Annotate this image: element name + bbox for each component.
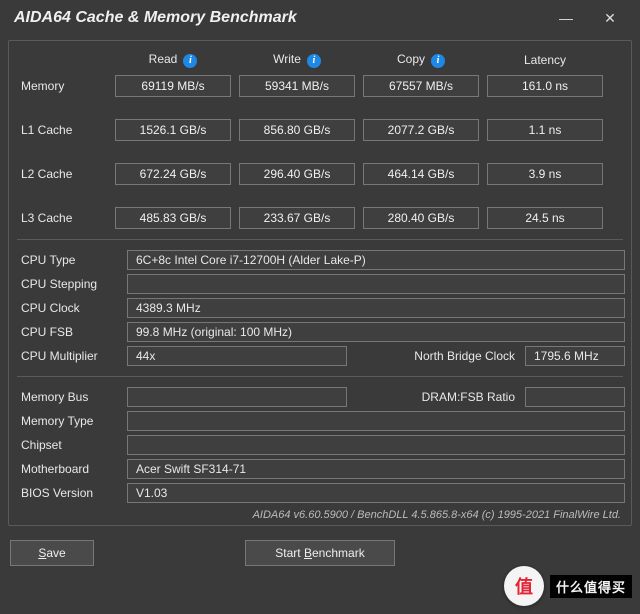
memory-latency[interactable]: 161.0 ns — [487, 75, 603, 97]
nb-clock-value: 1795.6 MHz — [525, 346, 625, 366]
mem-type-value — [127, 411, 625, 431]
cpu-mult-row: CPU Multiplier 44x North Bridge Clock 17… — [15, 344, 625, 368]
save-button[interactable]: Save — [10, 540, 94, 566]
field-label: BIOS Version — [15, 486, 127, 500]
field-label: Motherboard — [15, 462, 127, 476]
divider — [17, 376, 623, 377]
cpu-clock-value: 4389.3 MHz — [127, 298, 625, 318]
memory-copy[interactable]: 67557 MB/s — [363, 75, 479, 97]
l2-copy[interactable]: 464.14 GB/s — [363, 163, 479, 185]
l3-read[interactable]: 485.83 GB/s — [115, 207, 231, 229]
cpu-fsb-value: 99.8 MHz (original: 100 MHz) — [127, 322, 625, 342]
cpu-stepping-row: CPU Stepping — [15, 272, 625, 296]
mem-bus-row: Memory Bus DRAM:FSB Ratio — [15, 385, 625, 409]
memory-row: Memory 69119 MB/s 59341 MB/s 67557 MB/s … — [15, 73, 625, 99]
motherboard-value: Acer Swift SF314-71 — [127, 459, 625, 479]
cpu-fsb-row: CPU FSB 99.8 MHz (original: 100 MHz) — [15, 320, 625, 344]
field-label: Chipset — [15, 438, 127, 452]
mem-bus-value — [127, 387, 347, 407]
header-row: Readi Writei Copyi Latency — [15, 47, 625, 73]
field-label: CPU Multiplier — [15, 349, 127, 363]
motherboard-row: Motherboard Acer Swift SF314-71 — [15, 457, 625, 481]
l1-row: L1 Cache 1526.1 GB/s 856.80 GB/s 2077.2 … — [15, 117, 625, 143]
info-icon[interactable]: i — [307, 54, 321, 68]
field-label: Memory Bus — [15, 390, 127, 404]
cpu-stepping-value — [127, 274, 625, 294]
header-read: Readi — [111, 52, 235, 68]
chipset-row: Chipset — [15, 433, 625, 457]
cpu-clock-row: CPU Clock 4389.3 MHz — [15, 296, 625, 320]
row-label: L1 Cache — [15, 123, 111, 137]
chipset-value — [127, 435, 625, 455]
memory-read[interactable]: 69119 MB/s — [115, 75, 231, 97]
dram-ratio-value — [525, 387, 625, 407]
bios-value: V1.03 — [127, 483, 625, 503]
mem-type-row: Memory Type — [15, 409, 625, 433]
field-label: CPU FSB — [15, 325, 127, 339]
field-label: CPU Type — [15, 253, 127, 267]
row-label: L2 Cache — [15, 167, 111, 181]
dram-ratio-label: DRAM:FSB Ratio — [347, 390, 525, 404]
field-label: CPU Clock — [15, 301, 127, 315]
l1-read[interactable]: 1526.1 GB/s — [115, 119, 231, 141]
bios-row: BIOS Version V1.03 — [15, 481, 625, 505]
l3-latency[interactable]: 24.5 ns — [487, 207, 603, 229]
field-label: CPU Stepping — [15, 277, 127, 291]
cpu-mult-value: 44x — [127, 346, 347, 366]
header-copy: Copyi — [359, 52, 483, 68]
memory-write[interactable]: 59341 MB/s — [239, 75, 355, 97]
header-latency: Latency — [483, 53, 607, 67]
watermark: 值 什么值得买 — [504, 566, 632, 606]
window-title: AIDA64 Cache & Memory Benchmark — [14, 9, 544, 27]
l1-write[interactable]: 856.80 GB/s — [239, 119, 355, 141]
l3-row: L3 Cache 485.83 GB/s 233.67 GB/s 280.40 … — [15, 205, 625, 231]
main-panel: Readi Writei Copyi Latency Memory 69119 … — [8, 40, 632, 526]
l1-latency[interactable]: 1.1 ns — [487, 119, 603, 141]
watermark-text: 什么值得买 — [550, 575, 632, 598]
l2-row: L2 Cache 672.24 GB/s 296.40 GB/s 464.14 … — [15, 161, 625, 187]
l2-read[interactable]: 672.24 GB/s — [115, 163, 231, 185]
footer-text: AIDA64 v6.60.5900 / BenchDLL 4.5.865.8-x… — [15, 505, 625, 523]
field-label: Memory Type — [15, 414, 127, 428]
minimize-button[interactable]: — — [544, 0, 588, 36]
l2-write[interactable]: 296.40 GB/s — [239, 163, 355, 185]
cpu-type-row: CPU Type 6C+8c Intel Core i7-12700H (Ald… — [15, 248, 625, 272]
start-benchmark-button[interactable]: Start Benchmark — [245, 540, 395, 566]
row-label: L3 Cache — [15, 211, 111, 225]
info-icon[interactable]: i — [431, 54, 445, 68]
close-button[interactable]: ✕ — [588, 0, 632, 36]
l2-latency[interactable]: 3.9 ns — [487, 163, 603, 185]
cpu-type-value: 6C+8c Intel Core i7-12700H (Alder Lake-P… — [127, 250, 625, 270]
divider — [17, 239, 623, 240]
watermark-badge-icon: 值 — [504, 566, 544, 606]
titlebar: AIDA64 Cache & Memory Benchmark — ✕ — [0, 0, 640, 36]
row-label: Memory — [15, 79, 111, 93]
l3-copy[interactable]: 280.40 GB/s — [363, 207, 479, 229]
info-icon[interactable]: i — [183, 54, 197, 68]
header-write: Writei — [235, 52, 359, 68]
nb-clock-label: North Bridge Clock — [347, 349, 525, 363]
l1-copy[interactable]: 2077.2 GB/s — [363, 119, 479, 141]
l3-write[interactable]: 233.67 GB/s — [239, 207, 355, 229]
